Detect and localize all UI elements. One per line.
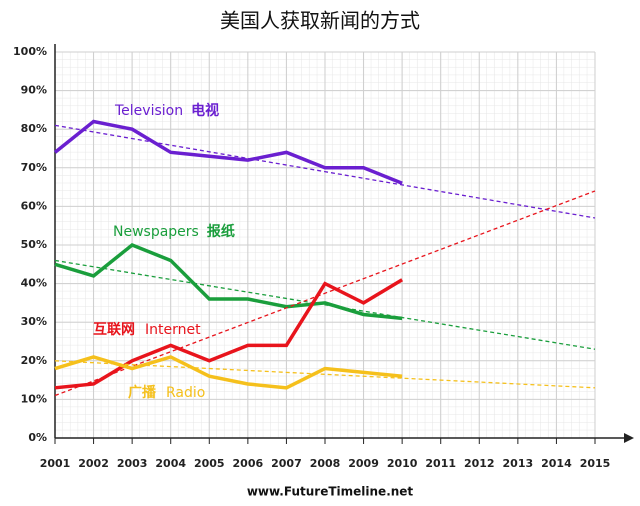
x-tick-label: 2001 [40, 457, 71, 470]
x-tick-label: 2012 [464, 457, 495, 470]
y-tick-label: 40% [21, 277, 47, 290]
x-axis-arrow [624, 433, 634, 443]
y-tick-label: 70% [21, 161, 47, 174]
x-tick-label: 2014 [541, 457, 572, 470]
series-label: 互联网 [93, 322, 135, 338]
x-tick-label: 2003 [117, 457, 148, 470]
series-line [54, 278, 404, 390]
y-tick-label: 90% [21, 84, 47, 97]
source: www.FutureTimeline.net [247, 485, 414, 499]
y-tick-label: 30% [21, 315, 47, 328]
series-label: Radio [166, 385, 205, 401]
x-tick-label: 2002 [78, 457, 109, 470]
x-tick-label: 2010 [387, 457, 418, 470]
x-tick-label: 2005 [194, 457, 225, 470]
series-label: Newspapers [113, 224, 199, 240]
x-tick-label: 2013 [503, 457, 534, 470]
y-tick-label: 20% [21, 354, 47, 367]
x-tick-label: 2008 [310, 457, 341, 470]
x-tick-label: 2011 [425, 457, 456, 470]
y-tick-label: 80% [21, 122, 47, 135]
chart-title: 美国人获取新闻的方式 [220, 9, 420, 33]
trend-line [54, 259, 596, 350]
series-label: Television [114, 103, 183, 119]
x-tick-label: 2007 [271, 457, 302, 470]
trend-line [54, 124, 596, 219]
y-tick-label: 10% [21, 392, 47, 405]
y-tick-label: 100% [13, 45, 47, 58]
x-tick-label: 2004 [155, 457, 186, 470]
series-line [54, 242, 403, 321]
series-line [53, 119, 403, 185]
series-label: 广播 [128, 384, 157, 401]
x-tick-label: 2006 [233, 457, 264, 470]
trend-line [54, 360, 596, 389]
x-tick-label: 2009 [348, 457, 379, 470]
series-label: 报纸 [207, 223, 235, 240]
series-line [54, 355, 403, 390]
trend-line [54, 190, 596, 397]
y-tick-label: 0% [28, 431, 47, 444]
series-label: 电视 [191, 102, 219, 119]
y-tick-label: 50% [21, 238, 47, 251]
y-tick-label: 60% [21, 199, 47, 212]
x-tick-label: 2015 [580, 457, 611, 470]
series-label: Internet [145, 322, 201, 338]
